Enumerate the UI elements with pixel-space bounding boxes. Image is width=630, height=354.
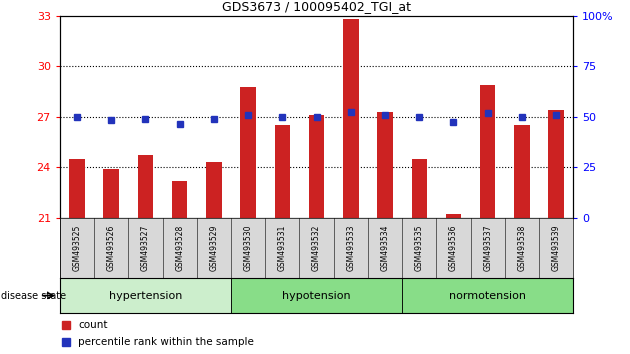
Bar	[138, 155, 153, 218]
Text: GSM493526: GSM493526	[106, 224, 116, 271]
Bar	[206, 162, 222, 218]
Text: GSM493527: GSM493527	[141, 224, 150, 271]
Bar	[309, 115, 324, 218]
Bar	[549, 110, 564, 218]
Bar	[241, 87, 256, 218]
Bar	[343, 19, 358, 218]
Bar	[480, 85, 495, 218]
Bar	[275, 125, 290, 218]
Bar	[69, 159, 84, 218]
Bar	[172, 181, 187, 218]
Text: hypertension: hypertension	[109, 291, 182, 301]
Text: normotension: normotension	[449, 291, 526, 301]
Bar	[402, 278, 573, 313]
Bar	[103, 169, 119, 218]
Bar	[514, 125, 530, 218]
Bar	[231, 278, 402, 313]
Text: GSM493539: GSM493539	[552, 224, 561, 271]
Text: GSM493535: GSM493535	[415, 224, 424, 271]
Text: GSM493537: GSM493537	[483, 224, 492, 271]
Text: GSM493538: GSM493538	[517, 224, 527, 271]
Text: GSM493532: GSM493532	[312, 224, 321, 271]
Bar	[446, 215, 461, 218]
Text: GSM493525: GSM493525	[72, 224, 81, 271]
Title: GDS3673 / 100095402_TGI_at: GDS3673 / 100095402_TGI_at	[222, 0, 411, 13]
Bar	[60, 278, 231, 313]
Text: GSM493529: GSM493529	[209, 224, 219, 271]
Text: GSM493531: GSM493531	[278, 224, 287, 271]
Text: count: count	[78, 320, 108, 330]
Text: percentile rank within the sample: percentile rank within the sample	[78, 337, 255, 347]
Text: disease state: disease state	[1, 291, 66, 301]
Bar	[377, 112, 392, 218]
Text: GSM493530: GSM493530	[244, 224, 253, 271]
Text: hypotension: hypotension	[282, 291, 351, 301]
Text: GSM493533: GSM493533	[346, 224, 355, 271]
Text: GSM493536: GSM493536	[449, 224, 458, 271]
Bar	[411, 159, 427, 218]
Text: GSM493534: GSM493534	[381, 224, 389, 271]
Text: GSM493528: GSM493528	[175, 225, 184, 271]
